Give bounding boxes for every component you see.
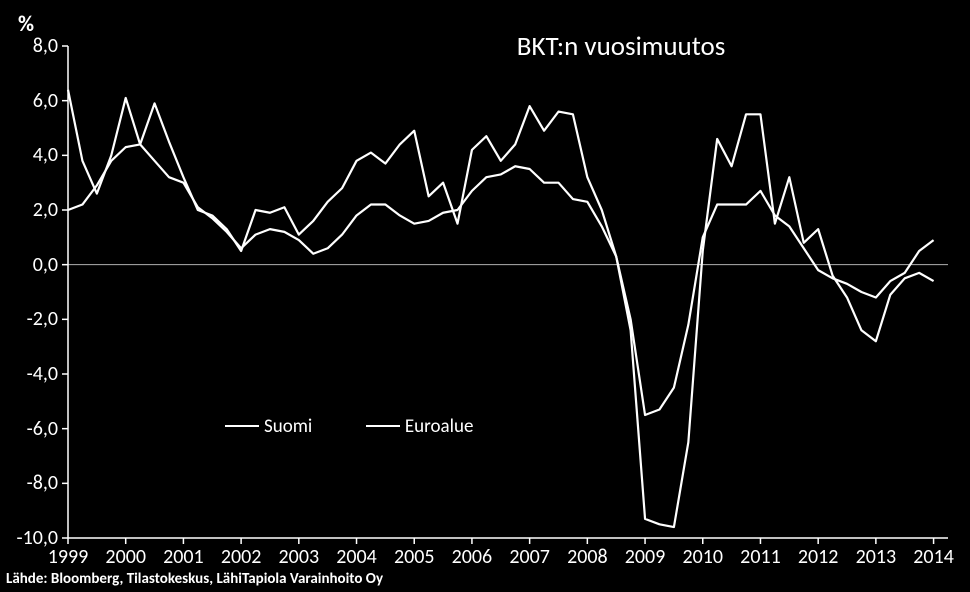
x-tick-label: 2014 — [913, 545, 954, 569]
x-tick-label: 2011 — [740, 545, 781, 569]
y-tick-label: 6,0 — [0, 89, 58, 113]
x-tick-label: 1999 — [48, 545, 89, 569]
y-tick-label: 0,0 — [0, 253, 58, 277]
x-tick-label: 2006 — [452, 545, 493, 569]
chart-container: % BKT:n vuosimuutos -10,0-8,0-6,0-4,0-2,… — [0, 0, 970, 592]
x-tick-label: 2012 — [798, 545, 839, 569]
y-tick-label: -4,0 — [0, 362, 58, 386]
x-tick-label: 2000 — [105, 545, 146, 569]
y-tick-label: 4,0 — [0, 143, 58, 167]
y-tick-label: 8,0 — [0, 34, 58, 58]
y-tick-label: -2,0 — [0, 307, 58, 331]
source-text: Lähde: Bloomberg, Tilastokeskus, LähiTap… — [6, 570, 383, 588]
chart-svg — [0, 0, 970, 592]
x-tick-label: 2002 — [221, 545, 262, 569]
x-tick-label: 2010 — [682, 545, 723, 569]
y-tick-label: -8,0 — [0, 471, 58, 495]
x-tick-label: 2004 — [336, 545, 377, 569]
legend-line-icon — [225, 425, 259, 427]
y-tick-label: -6,0 — [0, 417, 58, 441]
x-tick-label: 2008 — [567, 545, 608, 569]
x-tick-label: 2001 — [163, 545, 204, 569]
legend-item-euroalue: Euroalue — [366, 415, 474, 438]
x-tick-label: 2003 — [279, 545, 320, 569]
legend: Suomi Euroalue — [225, 413, 523, 438]
x-tick-label: 2005 — [394, 545, 435, 569]
legend-line-icon — [366, 425, 400, 427]
legend-item-suomi: Suomi — [225, 415, 312, 438]
x-tick-label: 2007 — [509, 545, 550, 569]
y-tick-label: 2,0 — [0, 198, 58, 222]
legend-label: Suomi — [264, 415, 312, 438]
x-tick-label: 2009 — [625, 545, 666, 569]
legend-label: Euroalue — [405, 415, 474, 438]
x-tick-label: 2013 — [856, 545, 897, 569]
